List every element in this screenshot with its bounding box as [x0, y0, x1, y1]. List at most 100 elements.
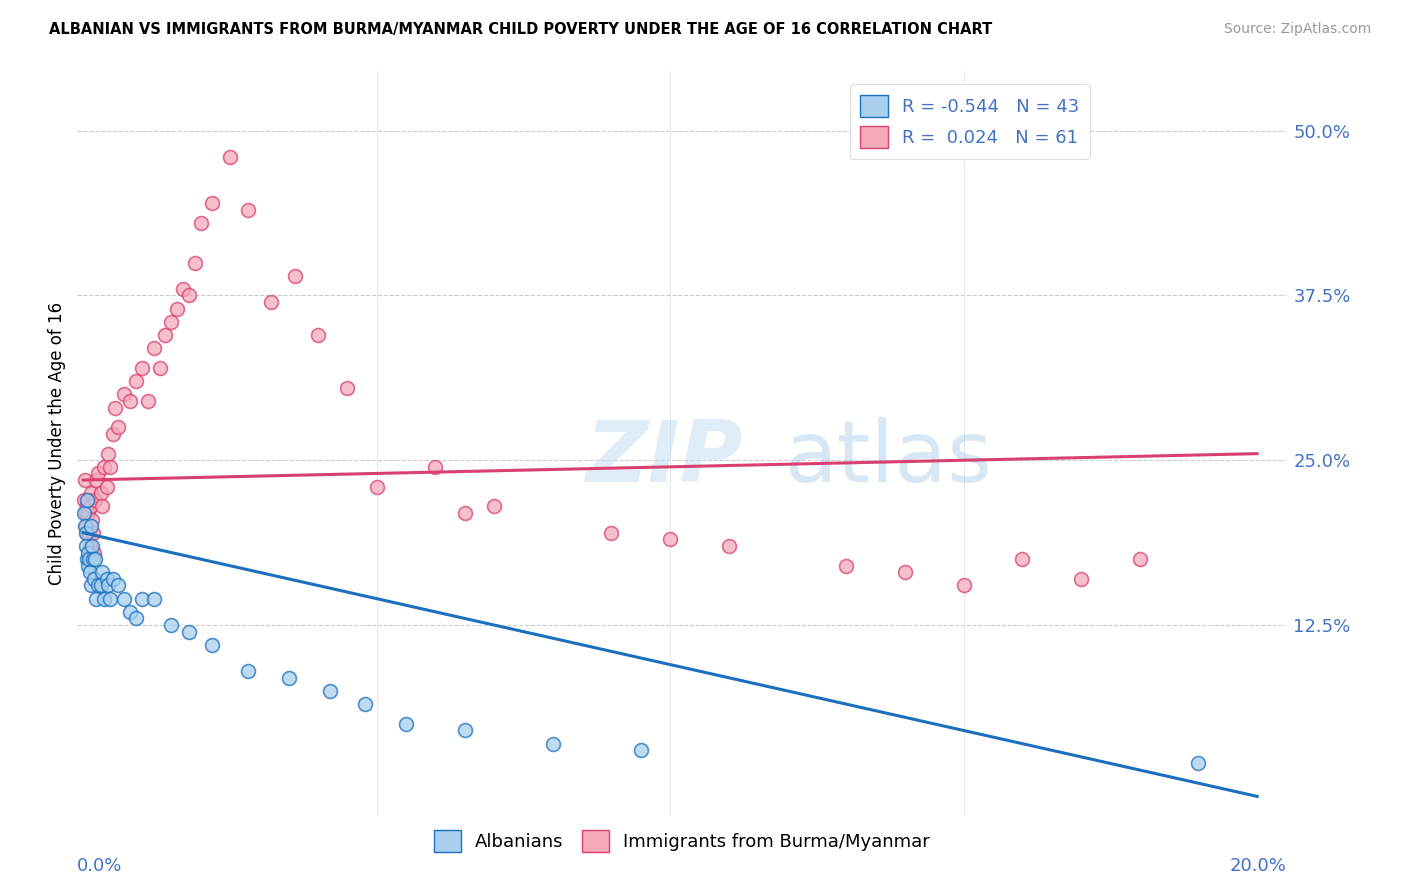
Point [148, 361, 170, 376]
Text: atlas: atlas [785, 417, 993, 500]
Point [541, 737, 564, 751]
Point [73, 519, 96, 533]
Point [80, 578, 103, 592]
Point [125, 611, 148, 625]
Point [201, 196, 224, 211]
Point [131, 361, 153, 376]
Point [160, 315, 183, 329]
Y-axis label: Child Poverty Under the Age of 16: Child Poverty Under the Age of 16 [48, 302, 66, 585]
Text: ZIP: ZIP [585, 417, 742, 500]
Point [84, 492, 107, 507]
Point [219, 150, 242, 164]
Point [201, 638, 224, 652]
Point [73, 506, 96, 520]
Point [454, 723, 477, 738]
Point [125, 374, 148, 388]
Point [80, 500, 103, 514]
Point [84, 473, 107, 487]
Text: ALBANIAN VS IMMIGRANTS FROM BURMA/MYANMAR CHILD POVERTY UNDER THE AGE OF 16 CORR: ALBANIAN VS IMMIGRANTS FROM BURMA/MYANMA… [49, 22, 993, 37]
Point [87, 578, 110, 592]
Point [425, 459, 447, 474]
Point [112, 387, 135, 401]
Point [454, 506, 477, 520]
Point [97, 447, 120, 461]
Point [101, 572, 124, 586]
Point [75, 519, 97, 533]
Point [155, 328, 177, 343]
Point [77, 552, 100, 566]
Point [75, 539, 97, 553]
Point [77, 506, 100, 520]
Point [354, 697, 377, 711]
Point [91, 566, 114, 580]
Point [894, 566, 917, 580]
Point [952, 578, 974, 592]
Point [112, 591, 135, 606]
Point [98, 459, 121, 474]
Point [260, 295, 283, 310]
Point [91, 500, 114, 514]
Point [366, 480, 388, 494]
Point [77, 545, 100, 559]
Point [80, 519, 103, 533]
Point [93, 459, 115, 474]
Point [120, 393, 142, 408]
Point [80, 486, 103, 500]
Point [236, 202, 259, 217]
Point [600, 525, 623, 540]
Point [131, 591, 153, 606]
Point [77, 492, 100, 507]
Text: 20.0%: 20.0% [1230, 857, 1286, 875]
Point [336, 381, 359, 395]
Point [1011, 552, 1033, 566]
Point [1187, 756, 1209, 771]
Point [107, 420, 129, 434]
Point [319, 684, 342, 698]
Point [83, 545, 105, 559]
Point [482, 500, 505, 514]
Point [76, 525, 98, 540]
Point [835, 558, 858, 573]
Point [76, 492, 98, 507]
Point [160, 618, 183, 632]
Point [97, 578, 120, 592]
Point [82, 552, 104, 566]
Point [76, 500, 98, 514]
Point [717, 539, 740, 553]
Point [142, 341, 165, 355]
Point [183, 255, 205, 269]
Point [96, 572, 118, 586]
Point [76, 552, 98, 566]
Point [84, 552, 107, 566]
Point [172, 282, 194, 296]
Point [236, 664, 259, 678]
Point [96, 480, 118, 494]
Point [177, 624, 200, 639]
Point [166, 301, 188, 316]
Point [101, 426, 124, 441]
Point [98, 591, 121, 606]
Point [82, 525, 104, 540]
Point [283, 268, 305, 283]
Point [107, 578, 129, 592]
Point [307, 328, 329, 343]
Point [80, 539, 103, 553]
Point [104, 401, 127, 415]
Point [142, 591, 165, 606]
Point [1129, 552, 1152, 566]
Point [73, 473, 96, 487]
Point [75, 525, 97, 540]
Point [93, 591, 115, 606]
Point [79, 539, 101, 553]
Point [395, 717, 418, 731]
Text: 0.0%: 0.0% [77, 857, 122, 875]
Point [90, 578, 112, 592]
Point [120, 605, 142, 619]
Point [630, 743, 652, 757]
Point [90, 486, 112, 500]
Point [1070, 572, 1092, 586]
Point [77, 558, 100, 573]
Point [75, 506, 97, 520]
Point [73, 492, 96, 507]
Point [87, 467, 110, 481]
